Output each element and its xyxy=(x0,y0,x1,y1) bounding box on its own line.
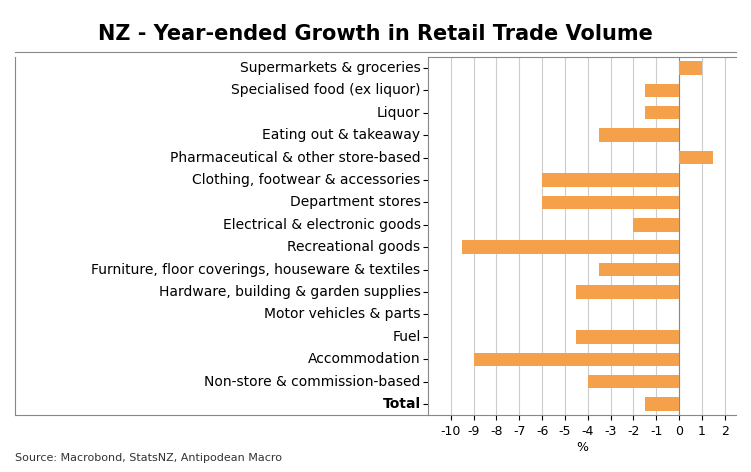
Text: NZ - Year-ended Growth in Retail Trade Volume: NZ - Year-ended Growth in Retail Trade V… xyxy=(98,24,653,43)
X-axis label: %: % xyxy=(576,441,588,454)
Text: Hardware, building & garden supplies: Hardware, building & garden supplies xyxy=(158,285,421,299)
Text: Supermarkets & groceries: Supermarkets & groceries xyxy=(240,61,421,75)
Text: Total: Total xyxy=(382,397,421,411)
Text: Electrical & electronic goods: Electrical & electronic goods xyxy=(222,218,421,232)
Bar xyxy=(599,128,679,142)
Bar xyxy=(599,263,679,276)
Bar xyxy=(645,106,679,119)
Text: Fuel: Fuel xyxy=(392,330,421,344)
Text: Source: Macrobond, StatsNZ, Antipodean Macro: Source: Macrobond, StatsNZ, Antipodean M… xyxy=(15,453,282,463)
Bar xyxy=(645,84,679,97)
Text: Eating out & takeaway: Eating out & takeaway xyxy=(262,128,421,142)
Text: Clothing, footwear & accessories: Clothing, footwear & accessories xyxy=(192,173,421,187)
Bar xyxy=(633,218,679,231)
Text: Accommodation: Accommodation xyxy=(308,352,421,366)
Text: Liquor: Liquor xyxy=(377,106,421,120)
Bar xyxy=(542,173,679,187)
Bar xyxy=(588,375,679,388)
Text: Pharmaceutical & other store-based: Pharmaceutical & other store-based xyxy=(170,151,421,165)
Bar xyxy=(576,330,679,344)
Bar xyxy=(679,61,701,75)
Text: Furniture, floor coverings, houseware & textiles: Furniture, floor coverings, houseware & … xyxy=(92,262,421,277)
Text: Specialised food (ex liquor): Specialised food (ex liquor) xyxy=(231,83,421,97)
Bar xyxy=(679,151,713,164)
Bar xyxy=(474,353,679,366)
Bar xyxy=(542,195,679,209)
Text: Recreational goods: Recreational goods xyxy=(288,240,421,254)
Bar xyxy=(576,285,679,299)
Text: Motor vehicles & parts: Motor vehicles & parts xyxy=(264,307,421,321)
Bar xyxy=(463,240,679,254)
Text: Department stores: Department stores xyxy=(290,195,421,210)
Bar xyxy=(645,397,679,411)
Text: Non-store & commission-based: Non-store & commission-based xyxy=(204,375,421,389)
